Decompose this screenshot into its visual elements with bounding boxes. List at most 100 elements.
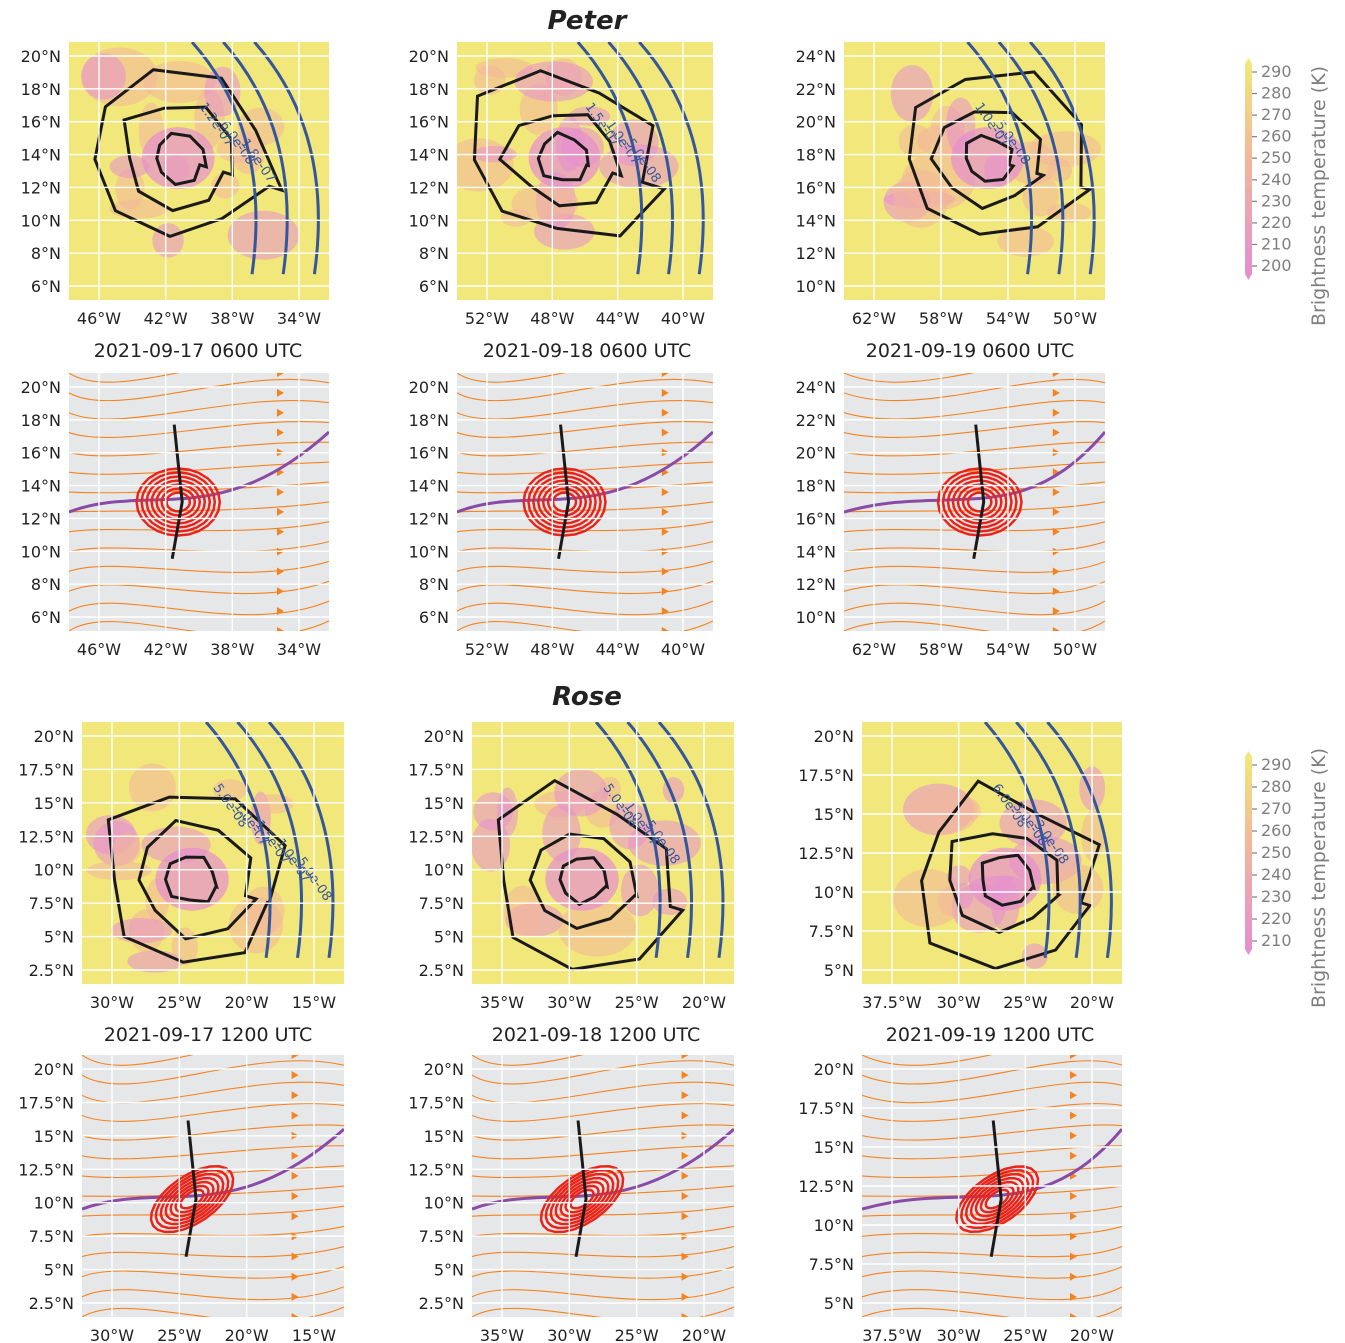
colorbar-tick-label: 270 <box>1261 105 1292 124</box>
streamline-arrow <box>681 1151 689 1160</box>
blue-contour <box>222 42 289 275</box>
streamline-arrow <box>277 587 284 596</box>
black-contour <box>93 68 285 239</box>
cloud-patch <box>890 65 934 122</box>
lat-tick-label: 5°N <box>44 928 74 947</box>
colorbar-extend-bottom <box>1245 949 1252 955</box>
streamline <box>844 373 975 383</box>
streamline <box>457 481 713 494</box>
streamline-arrow <box>277 507 284 516</box>
vorticity-contour <box>941 471 1018 533</box>
streamline <box>844 399 1105 420</box>
lat-tick-label: 5°N <box>824 961 854 980</box>
vorticity-contour <box>140 471 217 533</box>
vorticity-contour <box>960 1169 1035 1230</box>
lon-tick-label: 20°W <box>225 993 269 1012</box>
lat-tick-label: 8°N <box>419 575 449 594</box>
streamline-arrow <box>681 1192 689 1201</box>
streamline-arrow <box>1070 1192 1077 1201</box>
streamline-arrow <box>661 428 669 437</box>
lon-tick-label: 30°W <box>90 993 134 1012</box>
lat-tick-label: 12.5°N <box>18 1160 74 1179</box>
map-panel-rose-brightness-2: 5.0e-081.0e-075.0e-08 20°N 17.5°N 15°N 12.5°… <box>408 722 734 1012</box>
colorbar-extend-top <box>1245 751 1252 757</box>
colorbar-tick-label: 270 <box>1261 799 1292 818</box>
lon-tick-label: 15°W <box>292 993 336 1012</box>
streamline-arrow <box>277 488 284 497</box>
streamline-arrow <box>291 1071 299 1080</box>
lat-tick-label: 12°N <box>409 178 449 197</box>
streamline-arrow <box>291 1252 299 1261</box>
streamline-arrow <box>1070 1292 1077 1301</box>
streamline-arrow <box>661 587 669 596</box>
vorticity-contour <box>946 475 1013 529</box>
blue-contour <box>657 722 725 959</box>
lat-tick-label: 10°N <box>34 861 74 880</box>
blue-contour <box>594 722 662 959</box>
lat-tick-label: 12.5°N <box>408 1160 464 1179</box>
streamline-arrow <box>1070 1212 1077 1221</box>
streamline-arrow <box>661 607 669 616</box>
lat-tick-label: 20°N <box>34 1060 74 1079</box>
streamline <box>82 1266 344 1279</box>
streamline-arrow <box>1052 567 1060 576</box>
colorbar-label-peter: Brightness temperature (K) <box>1308 66 1330 326</box>
colorbar-tick-label: 230 <box>1261 191 1292 210</box>
cloud-patch <box>216 135 263 164</box>
lat-tick-label: 2.5°N <box>29 1294 74 1313</box>
lon-tick-label: 37.5°W <box>862 993 922 1012</box>
vorticity-contour <box>951 479 1008 525</box>
colorbar-tick-label: 290 <box>1261 62 1292 81</box>
streamline <box>844 541 1105 553</box>
colorbar-peter: 290 280 270 260 250 240 230 220 210 200 <box>1245 58 1292 280</box>
blue-contour <box>983 722 1051 959</box>
lat-tick-label: 15°N <box>34 794 74 813</box>
colorbar-tick-label: 220 <box>1261 909 1292 928</box>
streamline <box>82 1055 195 1066</box>
lon-tick-label: 42°W <box>144 309 188 328</box>
colorbar-tick-label: 210 <box>1261 234 1292 253</box>
streamline-arrow <box>681 1071 689 1080</box>
streamline <box>82 1060 344 1085</box>
vorticity-contour <box>155 483 202 521</box>
vorticity-contour <box>559 1180 605 1218</box>
streamline-arrow <box>661 373 669 377</box>
map-panel-rose-brightness-1: 5.0e-081.0e-071.5e-071.0e-075.0e-08 20°N 1… <box>18 722 344 1012</box>
lat-tick-label: 12°N <box>796 575 836 594</box>
brightness-field: 1.2e-076.0e-081.8e-07 <box>69 42 329 300</box>
black-contour <box>496 778 686 971</box>
cloud-patch <box>609 802 651 850</box>
lat-tick-label: 14°N <box>796 211 836 230</box>
streamline-arrow <box>1070 1131 1077 1140</box>
streamline <box>69 481 329 494</box>
lon-tick-label: 37.5°W <box>862 1326 922 1343</box>
streamline <box>82 1145 344 1160</box>
lat-tick-label: 20°N <box>424 727 464 746</box>
streamline-arrow <box>1052 428 1060 437</box>
lon-tick-label: 25°W <box>615 993 659 1012</box>
streamline-arrow <box>681 1055 689 1059</box>
lat-tick-label: 12°N <box>21 509 61 528</box>
streamline <box>472 1306 734 1317</box>
vorticity-contour <box>135 467 222 537</box>
map-panel-rose-brightness-3: 6.0e-083.0e-083.0e-0820°N17.5°N15°N12.5°… <box>798 722 1122 1012</box>
streamline-field <box>82 1055 344 1317</box>
lon-tick-label: 50°W <box>1053 309 1097 328</box>
streamline <box>457 441 713 457</box>
streamline-arrow <box>1070 1071 1077 1080</box>
blue-contour <box>190 42 258 275</box>
streamline <box>69 620 329 631</box>
lon-tick-label: 34°W <box>277 309 321 328</box>
vorticity-contour <box>159 1172 225 1226</box>
lat-tick-label: 5°N <box>824 1294 854 1313</box>
colorbar-tick-label: 220 <box>1261 213 1292 232</box>
lat-tick-label: 6°N <box>31 277 61 296</box>
streamline-arrow <box>661 507 669 516</box>
cloud-patch <box>997 226 1054 257</box>
streamline <box>472 1145 734 1160</box>
vorticity-contour <box>165 491 192 513</box>
lon-tick-label: 25°W <box>1003 1326 1047 1343</box>
lat-tick-label: 7.5°N <box>419 1227 464 1246</box>
streamline <box>82 1286 344 1301</box>
colorbar-tick-label: 240 <box>1261 170 1292 189</box>
